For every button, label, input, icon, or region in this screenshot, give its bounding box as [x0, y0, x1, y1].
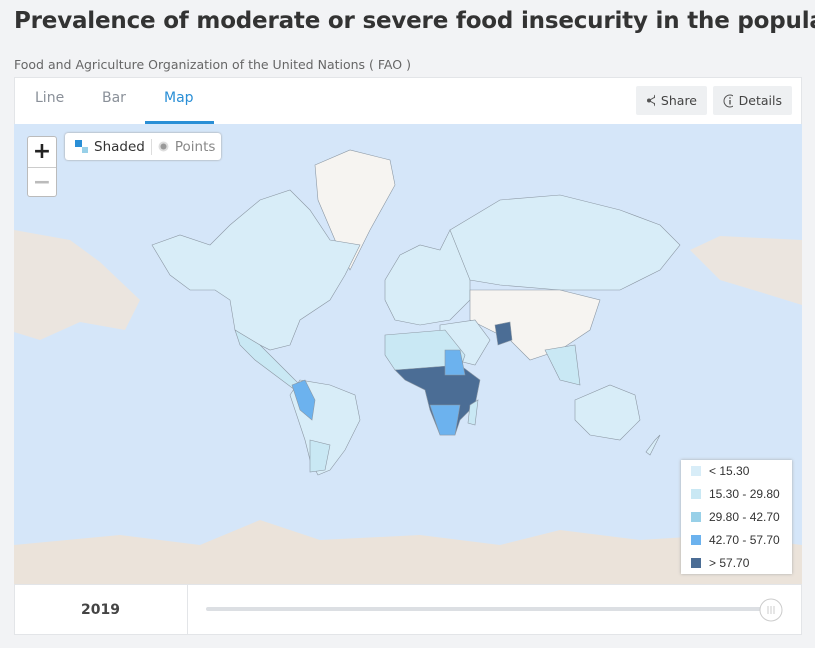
country[interactable]	[574, 384, 641, 441]
map	[14, 124, 802, 584]
button-label: Details	[738, 93, 782, 108]
country[interactable]	[494, 321, 513, 346]
legend-swatch	[691, 535, 701, 545]
antarctica	[14, 520, 802, 584]
land	[469, 289, 601, 361]
details-button[interactable]: Details	[713, 86, 792, 115]
timeline-slider	[206, 598, 783, 622]
shaded-icon	[75, 140, 88, 153]
share-button[interactable]: Share	[636, 86, 707, 115]
legend-label: 15.30 - 29.80	[709, 487, 780, 501]
info-icon	[723, 94, 733, 107]
legend: < 15.30 15.30 - 29.80 29.80 - 42.70 42.70 -…	[681, 460, 792, 574]
country[interactable]	[449, 194, 681, 291]
share-icon	[647, 94, 655, 107]
land	[14, 230, 140, 340]
mode-toggle: Shaded Points	[65, 133, 221, 160]
mode-shaded[interactable]: Shaded	[65, 138, 152, 155]
legend-item[interactable]: < 15.30	[691, 464, 749, 478]
legend-label: < 15.30	[709, 464, 750, 478]
legend-label: 29.80 - 42.70	[709, 510, 780, 524]
legend-swatch	[691, 512, 701, 522]
tab[interactable]: Bar	[102, 90, 126, 106]
legend-item[interactable]: 29.80 - 42.70	[691, 510, 780, 524]
country[interactable]	[291, 379, 316, 421]
page-title: Prevalence of moderate or severe food in…	[14, 8, 815, 34]
year-label: 2019	[14, 585, 188, 635]
mode-points[interactable]: Points	[152, 139, 222, 155]
legend-item[interactable]: 42.70 - 57.70	[691, 533, 780, 547]
tab-indicator	[145, 121, 214, 124]
country[interactable]	[429, 404, 461, 436]
country[interactable]	[444, 349, 466, 376]
zoom-out[interactable]: −	[32, 170, 52, 195]
mode-label: Points	[174, 138, 216, 155]
tab[interactable]: Line	[35, 90, 65, 106]
zoom-in[interactable]: +	[28, 137, 56, 168]
legend-item[interactable]: 15.30 - 29.80	[691, 487, 780, 501]
land	[314, 149, 396, 271]
legend-swatch	[691, 466, 701, 476]
legend-swatch	[691, 489, 701, 499]
legend-item[interactable]: > 57.70	[691, 556, 749, 570]
country[interactable]	[645, 434, 661, 456]
source: Food and Agriculture Organization of the…	[14, 57, 411, 72]
land	[690, 236, 802, 305]
zoom-control: + −	[27, 136, 57, 197]
country[interactable]	[467, 399, 479, 426]
tab[interactable]: Map	[164, 90, 194, 106]
button-label: Share	[660, 93, 697, 108]
legend-swatch	[691, 558, 701, 568]
country[interactable]	[544, 344, 581, 386]
timeline	[14, 584, 802, 636]
country[interactable]	[309, 439, 331, 473]
points-icon	[158, 141, 169, 152]
legend-label: 42.70 - 57.70	[709, 533, 780, 547]
country[interactable]	[151, 189, 361, 351]
legend-label: > 57.70	[709, 556, 750, 570]
mode-label: Shaded	[94, 138, 145, 155]
